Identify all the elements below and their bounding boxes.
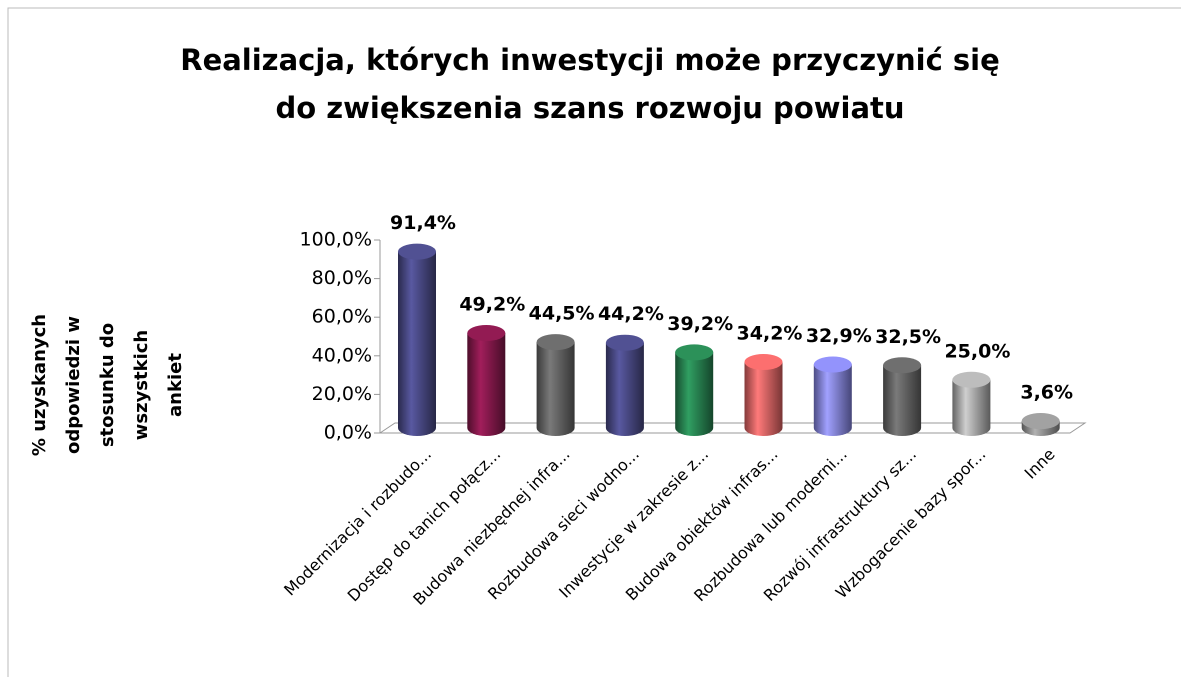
bar-top <box>883 357 922 374</box>
bar <box>536 334 575 436</box>
bar <box>675 344 714 436</box>
bar <box>398 243 436 436</box>
x-tick-label: Modernizacja i rozbudo... <box>280 445 435 600</box>
bar <box>744 353 783 436</box>
y-axis-label: ankiet <box>165 353 186 417</box>
bar-top <box>605 334 644 351</box>
y-axis-label: wszystkich <box>131 330 152 441</box>
data-label: 32,5% <box>875 326 941 348</box>
bar-top <box>1021 413 1060 430</box>
bar-body <box>952 379 991 436</box>
bar-body <box>605 342 644 436</box>
frame <box>7 7 1181 677</box>
y-axis-label: % uzyskanych <box>29 314 50 456</box>
bar-body <box>883 365 922 436</box>
data-label: 91,4% <box>390 212 456 234</box>
bar-body <box>675 352 714 436</box>
bar-body <box>536 342 575 436</box>
x-tick-label: Inne <box>1021 445 1059 483</box>
bar <box>467 325 506 436</box>
bar-body <box>744 361 783 436</box>
bar-top <box>675 344 714 361</box>
data-label: 49,2% <box>459 294 525 316</box>
bar-top <box>398 243 436 260</box>
bar-body <box>813 364 852 436</box>
y-tick-label: 20,0% <box>312 383 372 405</box>
y-tick-label: 0,0% <box>324 422 372 444</box>
y-axis-label: odpowiedzi w <box>63 316 84 454</box>
bar-body <box>467 333 506 436</box>
y-tick-label: 100,0% <box>300 229 372 251</box>
y-tick-label: 60,0% <box>312 306 372 328</box>
bar <box>1021 413 1060 436</box>
data-label: 39,2% <box>667 313 733 335</box>
bar-top <box>813 356 852 373</box>
data-label: 25,0% <box>944 340 1010 362</box>
data-label: 34,2% <box>737 322 803 344</box>
y-axis-label: stosunku do <box>97 323 118 447</box>
data-label: 44,2% <box>598 303 664 325</box>
data-label: 44,5% <box>529 303 595 325</box>
bar <box>813 356 852 436</box>
bar-top <box>467 325 506 342</box>
y-tick-label: 80,0% <box>312 267 372 289</box>
bar-top <box>952 371 991 388</box>
data-label: 32,9% <box>806 325 872 347</box>
x-tick-label: Wzbogacenie bazy spor... <box>832 445 990 603</box>
bar-body <box>398 251 436 436</box>
bar <box>605 334 644 436</box>
bar-top <box>744 353 783 370</box>
bar <box>952 371 991 436</box>
y-tick-label: 40,0% <box>312 344 372 366</box>
bar <box>883 357 922 436</box>
data-label: 3,6% <box>1020 382 1073 404</box>
bar-top <box>536 334 575 351</box>
chart-title: Realizacja, których inwestycji może przy… <box>180 43 1000 77</box>
chart-title: do zwiększenia szans rozwoju powiatu <box>275 91 904 125</box>
